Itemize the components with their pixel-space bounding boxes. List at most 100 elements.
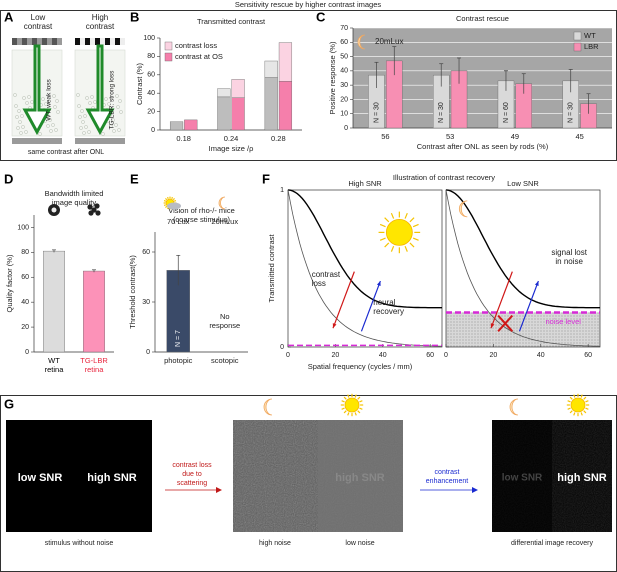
- sun-ray: [569, 410, 573, 414]
- subplot-title: High SNR: [348, 179, 382, 188]
- sun-ray: [412, 237, 419, 241]
- label: contrast: [24, 22, 53, 31]
- cell: [112, 129, 116, 133]
- y-tick-label: 0: [25, 349, 29, 356]
- sun-ray: [580, 412, 583, 416]
- annotation: recovery: [373, 307, 404, 316]
- x-tick-label: 0: [444, 352, 448, 359]
- cell: [18, 120, 22, 124]
- panel-letter: A: [4, 9, 14, 24]
- sun-ray: [166, 196, 169, 199]
- sun-ray: [412, 223, 419, 228]
- label: contrast: [86, 22, 115, 31]
- psf-icon: [87, 204, 93, 210]
- cell: [46, 124, 50, 128]
- y-tick-label: 80: [147, 53, 155, 60]
- cell: [27, 95, 31, 99]
- bar-label: N = 30: [568, 102, 575, 123]
- cell: [116, 105, 120, 109]
- stimulus-block: [32, 38, 37, 45]
- noise-region: [446, 312, 600, 347]
- cell: [78, 115, 82, 119]
- bar: [184, 119, 198, 131]
- y-tick-label: 0: [344, 125, 348, 132]
- cell: [115, 94, 119, 98]
- label: high SNR: [557, 472, 607, 484]
- panel-letter: E: [130, 171, 139, 186]
- sun-ray: [384, 242, 390, 248]
- moon: [218, 196, 226, 210]
- cell: [38, 132, 42, 136]
- bar-label: N = 30: [373, 102, 380, 123]
- y-tick-label: 30: [340, 82, 348, 89]
- bar: [43, 250, 66, 353]
- psf-icon: [51, 207, 57, 213]
- cell: [114, 123, 118, 127]
- y-axis-label: Transmitted contrast: [267, 234, 276, 303]
- cloud: [167, 202, 181, 210]
- panel-letter: F: [262, 171, 270, 186]
- stimulus-block: [105, 38, 110, 45]
- x-tick-label: 40: [379, 352, 387, 359]
- y-tick-label: 1: [280, 187, 284, 194]
- cell: [101, 132, 105, 136]
- x-axis-label: Image size /ρ: [209, 144, 254, 153]
- sun-ray: [573, 412, 576, 416]
- image-noise: [492, 420, 552, 532]
- cell: [80, 109, 84, 113]
- y-tick-label: 0: [280, 344, 284, 351]
- sun-ray: [357, 396, 361, 400]
- label: low SNR: [18, 472, 63, 484]
- cell: [117, 128, 121, 132]
- sun-ray: [347, 394, 350, 398]
- cell: [16, 126, 20, 130]
- label: same contrast after ONL: [28, 149, 104, 156]
- cell: [44, 102, 48, 106]
- image-noise: [552, 420, 612, 532]
- sun-ray: [343, 410, 347, 414]
- cell: [13, 93, 17, 97]
- cell: [87, 130, 91, 134]
- arrow-head: [376, 281, 381, 287]
- y-tick-label: 10: [340, 111, 348, 118]
- arrow: [85, 44, 115, 136]
- y-tick-label: 80: [21, 249, 29, 256]
- y-tick-label: 40: [147, 90, 155, 97]
- sun-ray: [567, 400, 571, 403]
- bar: [278, 81, 293, 131]
- chart-title: image quality: [52, 198, 96, 207]
- psf-icon: [94, 203, 100, 209]
- cell: [20, 114, 24, 118]
- x-tick-label: 45: [575, 132, 583, 141]
- x-tick-label: 60: [584, 352, 592, 359]
- psf-icon: [91, 207, 97, 213]
- moon: [509, 398, 519, 416]
- panel-letter: B: [130, 9, 139, 24]
- arrow-head: [534, 281, 539, 287]
- sun-ray: [174, 199, 177, 202]
- y-axis-label: Positive response (%): [328, 41, 337, 114]
- sun: [385, 218, 413, 246]
- cell: [52, 94, 56, 98]
- sun-ray: [379, 237, 386, 241]
- figure-title: Sensitivity rescue by higher contrast im…: [235, 0, 382, 9]
- annotation: signal lost: [551, 248, 587, 257]
- label: differential image recovery: [511, 540, 593, 547]
- panel-letter: G: [4, 396, 14, 411]
- stimulus-block: [85, 38, 90, 45]
- cell: [88, 101, 92, 105]
- cell: [119, 110, 123, 114]
- cell: [15, 115, 19, 119]
- sun-ray: [341, 400, 345, 403]
- annotation: in noise: [555, 257, 583, 266]
- cell: [48, 118, 52, 122]
- bar: [82, 270, 105, 353]
- cell: [83, 114, 87, 118]
- image: [6, 420, 152, 532]
- arrow: [360, 280, 381, 332]
- moon: [263, 398, 273, 416]
- label: enhancement: [426, 478, 468, 485]
- y-tick-label: 50: [340, 53, 348, 60]
- stimulus-block: [22, 38, 27, 45]
- arrow-head: [472, 487, 478, 493]
